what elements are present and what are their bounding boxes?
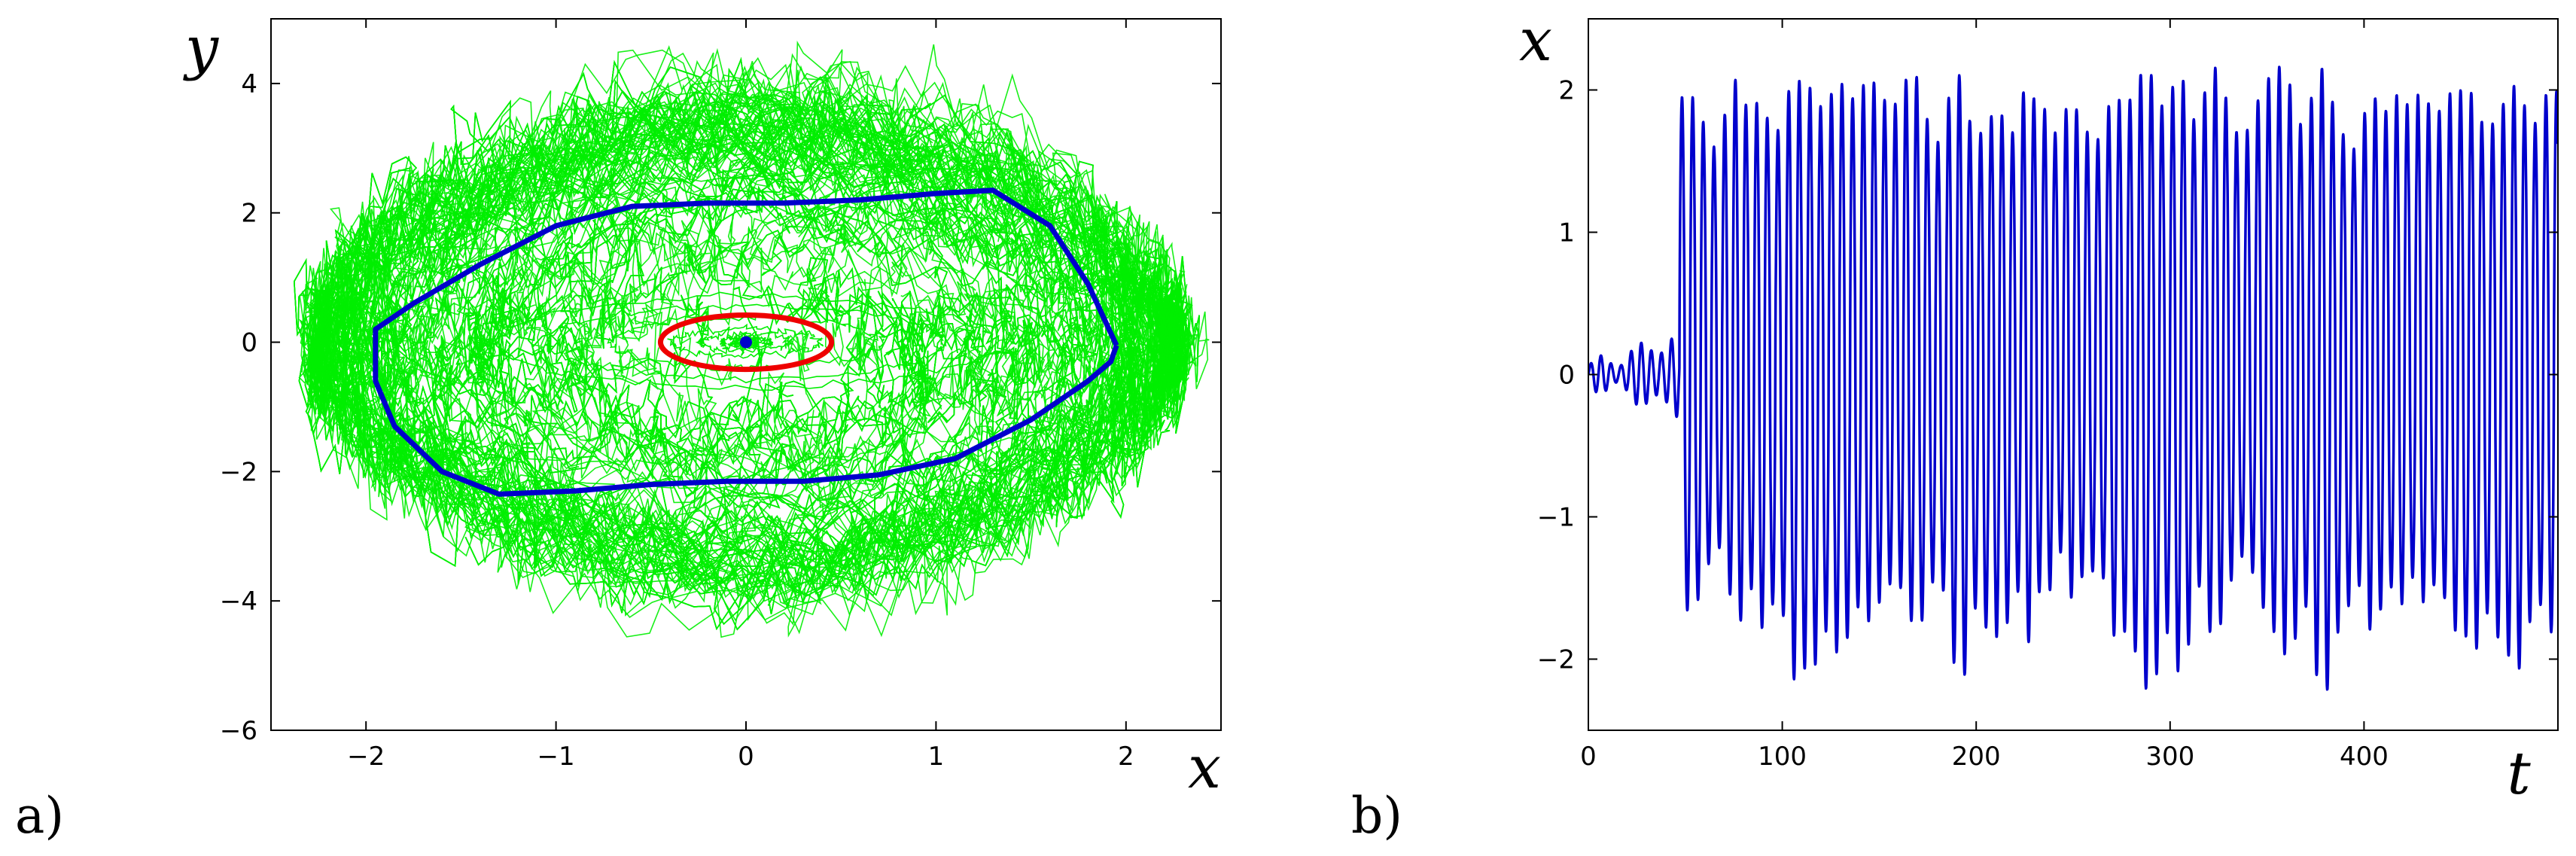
panel-a-label: a) [15, 787, 64, 845]
stable-limit-cycle [373, 187, 1119, 497]
panel-b-ylabel: x [1519, 7, 1552, 75]
panel-b-ytick-label: 1 [1558, 218, 1575, 248]
panel-b-ytick-label: 0 [1558, 361, 1575, 391]
stochastic-trajectory [306, 90, 1143, 572]
panel-a: −2 −1 0 1 2 −6 −4 −2 0 2 4 y x a) [15, 14, 1222, 845]
panel-b-ytick-label: −2 [1537, 645, 1575, 675]
panel-b-ytick-label: 2 [1558, 76, 1575, 106]
stochastic-trajectory [543, 303, 945, 384]
unstable-limit-cycle [657, 312, 835, 373]
panel-b-label: b) [1351, 787, 1402, 845]
panel-a-data [293, 40, 1210, 638]
panel-a-ytick-label: −4 [220, 586, 257, 617]
stochastic-trajectory [340, 104, 1194, 586]
panel-a-ylabel: y [183, 14, 219, 82]
stochastic-trajectory [719, 331, 774, 352]
panel-a-xtick-label: 0 [738, 742, 754, 772]
panel-b-data [1588, 65, 2558, 691]
panel-a-ytick-label: 4 [241, 69, 257, 99]
panel-a-xtick-label: 2 [1118, 742, 1134, 772]
panel-a-xtick-label: −1 [537, 742, 575, 772]
stochastic-trajectory [385, 84, 1171, 503]
panel-a-xtick-label: 1 [928, 742, 945, 772]
equilibrium-point [740, 336, 752, 349]
panel-b-xtick-label: 200 [1952, 742, 2001, 772]
panel-b-xtick-label: 300 [2145, 742, 2194, 772]
panel-a-ytick-label: 2 [241, 199, 257, 229]
panel-a-ticks: −2 −1 0 1 2 −6 −4 −2 0 2 4 [220, 19, 1221, 772]
stochastic-trajectory [336, 94, 1098, 555]
time-series-line [1588, 65, 2558, 691]
panel-a-xtick-label: −2 [347, 742, 385, 772]
panel-b-ytick-label: −1 [1537, 503, 1575, 533]
stochastic-trajectory [695, 326, 795, 356]
panel-b: 0 100 200 300 400 −2 −1 0 1 2 x t b) [1351, 7, 2559, 845]
panel-a-ytick-label: −6 [220, 716, 257, 746]
stochastic-trajectory [467, 154, 1149, 606]
stochastic-trajectory [463, 174, 1137, 614]
panel-b-xtick-label: 100 [1758, 742, 1807, 772]
panel-a-ytick-label: 0 [241, 328, 257, 358]
panel-b-xtick-label: 0 [1580, 742, 1597, 772]
panel-a-xlabel: x [1188, 734, 1221, 802]
panel-b-ticks: 0 100 200 300 400 −2 −1 0 1 2 [1537, 19, 2558, 772]
stochastic-trajectory [333, 52, 1134, 594]
stochastic-trajectory [315, 100, 1138, 571]
stochastic-trajectory [607, 314, 886, 373]
panel-a-ytick-label: −2 [220, 457, 257, 487]
stochastic-trajectory [493, 291, 994, 391]
panel-b-xlabel: t [2507, 740, 2531, 808]
stochastic-trajectory [667, 323, 824, 359]
panel-b-xtick-label: 400 [2340, 742, 2389, 772]
